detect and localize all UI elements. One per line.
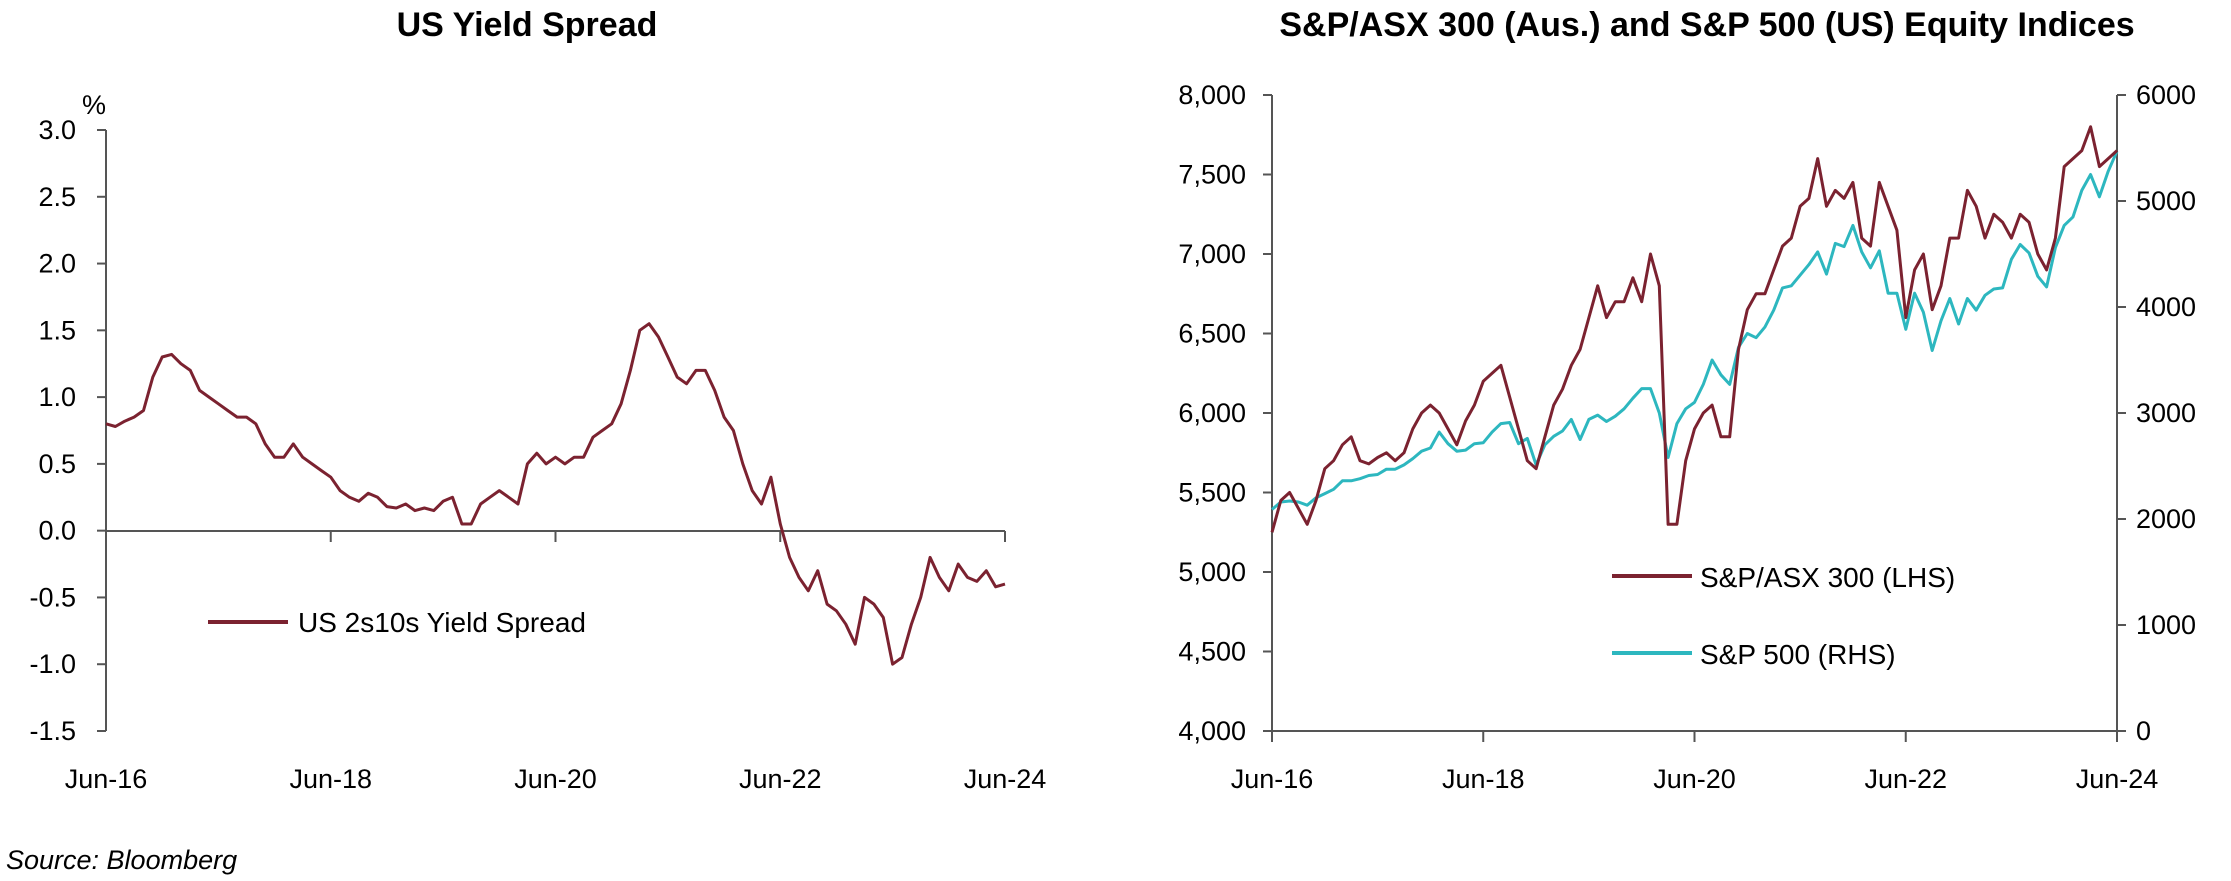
equity-x-ticks: Jun-16 Jun-18 Jun-20 Jun-22 Jun-24 xyxy=(1231,731,2159,794)
equity-right-tick-label: 3000 xyxy=(2136,398,2196,428)
equity-left-tick-label: 5,000 xyxy=(1178,557,1246,587)
yield-spread-legend: US 2s10s Yield Spread xyxy=(208,607,586,638)
equity-indices-chart: S&P/ASX 300 (Aus.) and S&P 500 (US) Equi… xyxy=(1178,6,2196,794)
yield-spread-y-ticks: 3.0 2.5 2.0 1.5 1.0 0.5 0.0 -0.5 -1.0 -1.5 xyxy=(29,115,106,746)
yield-y-tick-label: -0.5 xyxy=(29,582,76,612)
equity-right-tick-label: 2000 xyxy=(2136,504,2196,534)
equity-right-y-ticks: 6000 5000 4000 3000 2000 1000 0 xyxy=(2117,80,2196,746)
equity-x-tick-label: Jun-22 xyxy=(1864,764,1947,794)
yield-y-tick-label: -1.5 xyxy=(29,716,76,746)
asx300-line xyxy=(1270,125,2119,533)
yield-spread-y-unit: % xyxy=(82,90,106,120)
equity-left-tick-label: 6,500 xyxy=(1178,319,1246,349)
equity-right-tick-label: 5000 xyxy=(2136,186,2196,216)
source-note: Source: Bloomberg xyxy=(6,845,237,875)
yield-y-tick-label: 3.0 xyxy=(38,115,76,145)
equity-left-y-ticks: 8,000 7,500 7,000 6,500 6,000 5,500 5,000 4,500… xyxy=(1178,80,1272,746)
yield-y-tick-label: 1.5 xyxy=(38,315,76,345)
equity-x-tick-label: Jun-16 xyxy=(1231,764,1314,794)
legend-label-sp500: S&P 500 (RHS) xyxy=(1700,639,1896,670)
equity-right-tick-label: 0 xyxy=(2136,716,2151,746)
equity-right-tick-label: 6000 xyxy=(2136,80,2196,110)
equity-right-tick-label: 1000 xyxy=(2136,610,2196,640)
us-2s10s-yield-spread-line xyxy=(105,322,1006,666)
equity-x-tick-label: Jun-24 xyxy=(2076,764,2159,794)
equity-left-tick-label: 5,500 xyxy=(1178,478,1246,508)
legend-label-us-2s10s: US 2s10s Yield Spread xyxy=(298,607,586,638)
equity-left-tick-label: 7,000 xyxy=(1178,239,1246,269)
sp500-line xyxy=(1271,150,2119,511)
yield-y-tick-label: 2.5 xyxy=(38,182,76,212)
yield-x-tick-label: Jun-18 xyxy=(289,764,372,794)
yield-y-tick-label: 0.5 xyxy=(38,449,76,479)
equity-indices-title: S&P/ASX 300 (Aus.) and S&P 500 (US) Equi… xyxy=(1279,6,2134,44)
yield-spread-title: US Yield Spread xyxy=(397,6,658,44)
yield-y-tick-label: 0.0 xyxy=(38,516,76,546)
yield-y-tick-label: -1.0 xyxy=(29,649,76,679)
equity-left-tick-label: 4,000 xyxy=(1178,716,1246,746)
equity-left-tick-label: 4,500 xyxy=(1178,637,1246,667)
equity-left-tick-label: 7,500 xyxy=(1178,160,1246,190)
equity-x-tick-label: Jun-18 xyxy=(1442,764,1525,794)
equity-legend: S&P/ASX 300 (LHS) S&P 500 (RHS) xyxy=(1612,562,1955,670)
equity-left-tick-label: 8,000 xyxy=(1178,80,1246,110)
yield-x-tick-label: Jun-24 xyxy=(964,764,1047,794)
yield-x-tick-label: Jun-20 xyxy=(514,764,597,794)
yield-x-tick-label: Jun-22 xyxy=(739,764,822,794)
equity-right-tick-label: 4000 xyxy=(2136,292,2196,322)
legend-label-asx300: S&P/ASX 300 (LHS) xyxy=(1700,562,1955,593)
yield-y-tick-label: 1.0 xyxy=(38,382,76,412)
yield-y-tick-label: 2.0 xyxy=(38,249,76,279)
equity-x-tick-label: Jun-20 xyxy=(1653,764,1736,794)
yield-x-tick-label: Jun-16 xyxy=(65,764,148,794)
yield-spread-chart: US Yield Spread % 3.0 2.5 2.0 1.5 1.0 0.5 0.0 -… xyxy=(29,6,1046,794)
equity-left-tick-label: 6,000 xyxy=(1178,398,1246,428)
yield-spread-x-ticks: Jun-16 Jun-18 Jun-20 Jun-22 Jun-24 xyxy=(65,531,1047,794)
